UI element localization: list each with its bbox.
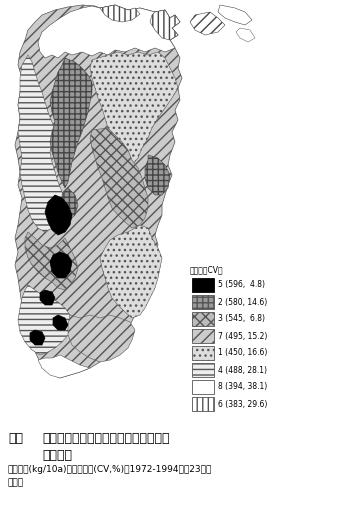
Polygon shape <box>236 28 255 42</box>
Polygon shape <box>53 315 68 330</box>
Text: 収量水準とその変動による冷害危険度: 収量水準とその変動による冷害危険度 <box>42 432 170 445</box>
Polygon shape <box>100 225 162 318</box>
Text: 3 (545,  6.8): 3 (545, 6.8) <box>218 314 265 323</box>
Text: 図１: 図１ <box>8 432 23 445</box>
Text: 8 (394, 38.1): 8 (394, 38.1) <box>218 383 267 392</box>
Bar <box>192 346 214 360</box>
Polygon shape <box>62 188 78 220</box>
Polygon shape <box>50 252 72 278</box>
Text: の値。: の値。 <box>8 478 24 487</box>
Polygon shape <box>145 155 170 195</box>
Polygon shape <box>90 52 178 165</box>
Text: 6 (383, 29.6): 6 (383, 29.6) <box>218 400 267 409</box>
Polygon shape <box>50 58 92 188</box>
Polygon shape <box>38 5 180 58</box>
Polygon shape <box>100 5 140 22</box>
Polygon shape <box>18 285 72 355</box>
Polygon shape <box>25 232 78 290</box>
Polygon shape <box>30 330 45 345</box>
Text: 平均収量(kg/10a)と変動係数(CV,%)は1972-1994年，23年間: 平均収量(kg/10a)と変動係数(CV,%)は1972-1994年，23年間 <box>8 465 212 474</box>
Bar <box>192 295 214 309</box>
Text: 4 (488, 28.1): 4 (488, 28.1) <box>218 365 267 375</box>
Bar <box>192 278 214 292</box>
Polygon shape <box>18 55 65 232</box>
Bar <box>192 312 214 326</box>
Bar <box>192 380 214 394</box>
Bar <box>192 363 214 377</box>
Polygon shape <box>68 315 135 362</box>
Polygon shape <box>38 355 90 378</box>
Bar <box>192 329 214 343</box>
Text: 5 (596,  4.8): 5 (596, 4.8) <box>218 280 265 289</box>
Polygon shape <box>90 128 148 228</box>
Text: （平均，CV）: （平均，CV） <box>190 265 224 274</box>
Text: 地帯区分: 地帯区分 <box>42 449 72 462</box>
Text: 1 (450, 16.6): 1 (450, 16.6) <box>218 348 267 358</box>
Polygon shape <box>15 5 182 378</box>
Polygon shape <box>150 10 180 40</box>
Text: 7 (495, 15.2): 7 (495, 15.2) <box>218 331 267 340</box>
Bar <box>192 397 214 411</box>
Text: 2 (580, 14.6): 2 (580, 14.6) <box>218 297 267 306</box>
Polygon shape <box>45 195 72 235</box>
Polygon shape <box>218 5 252 25</box>
Polygon shape <box>40 290 55 305</box>
Polygon shape <box>190 12 225 35</box>
